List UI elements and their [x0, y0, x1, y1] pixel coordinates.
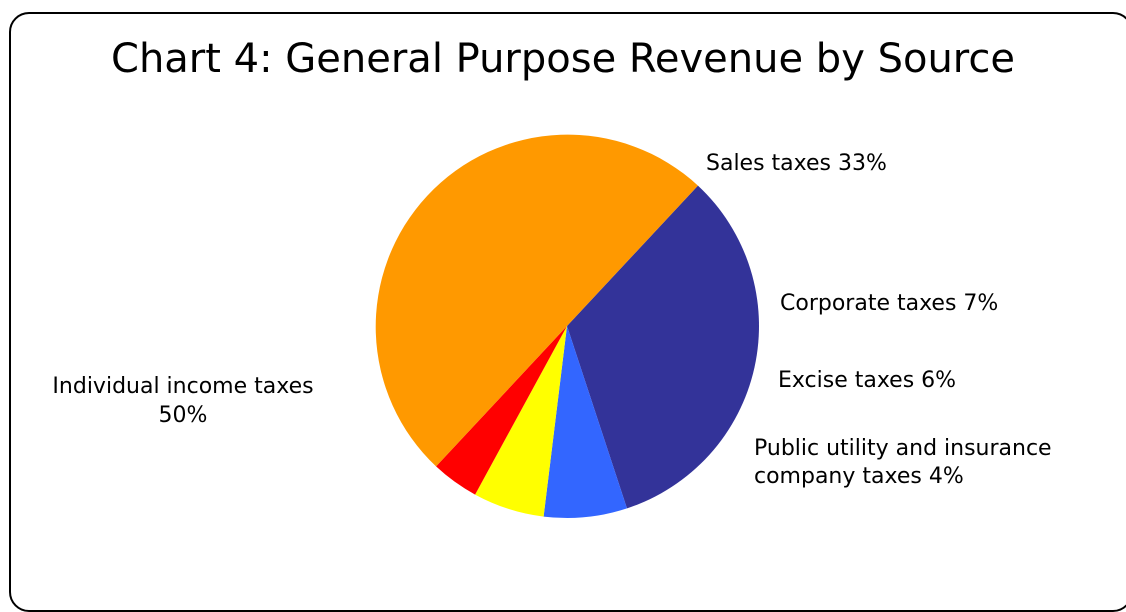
pie-label-public-utility-and-insurance-company-taxes: Public utility and insurance company taxe… — [754, 436, 1052, 489]
pie-label-corporate-taxes: Corporate taxes 7% — [780, 291, 998, 316]
pie-slice-excise-taxes — [475, 326, 567, 517]
chart-title: Chart 4: General Purpose Revenue by Sour… — [111, 36, 1015, 82]
pie-slice-corporate-taxes — [543, 326, 627, 518]
pie-label-individual-income-taxes: Individual income taxes 50% — [52, 374, 313, 428]
pie-slice-public-utility-and-insurance-company-taxes — [436, 326, 567, 495]
pie-label-excise-taxes: Excise taxes 6% — [778, 368, 956, 393]
pie-slice-sales-taxes — [567, 185, 759, 509]
pie-label-sales-taxes: Sales taxes 33% — [706, 151, 887, 176]
pie-slice-individual-income-taxes — [375, 134, 698, 467]
